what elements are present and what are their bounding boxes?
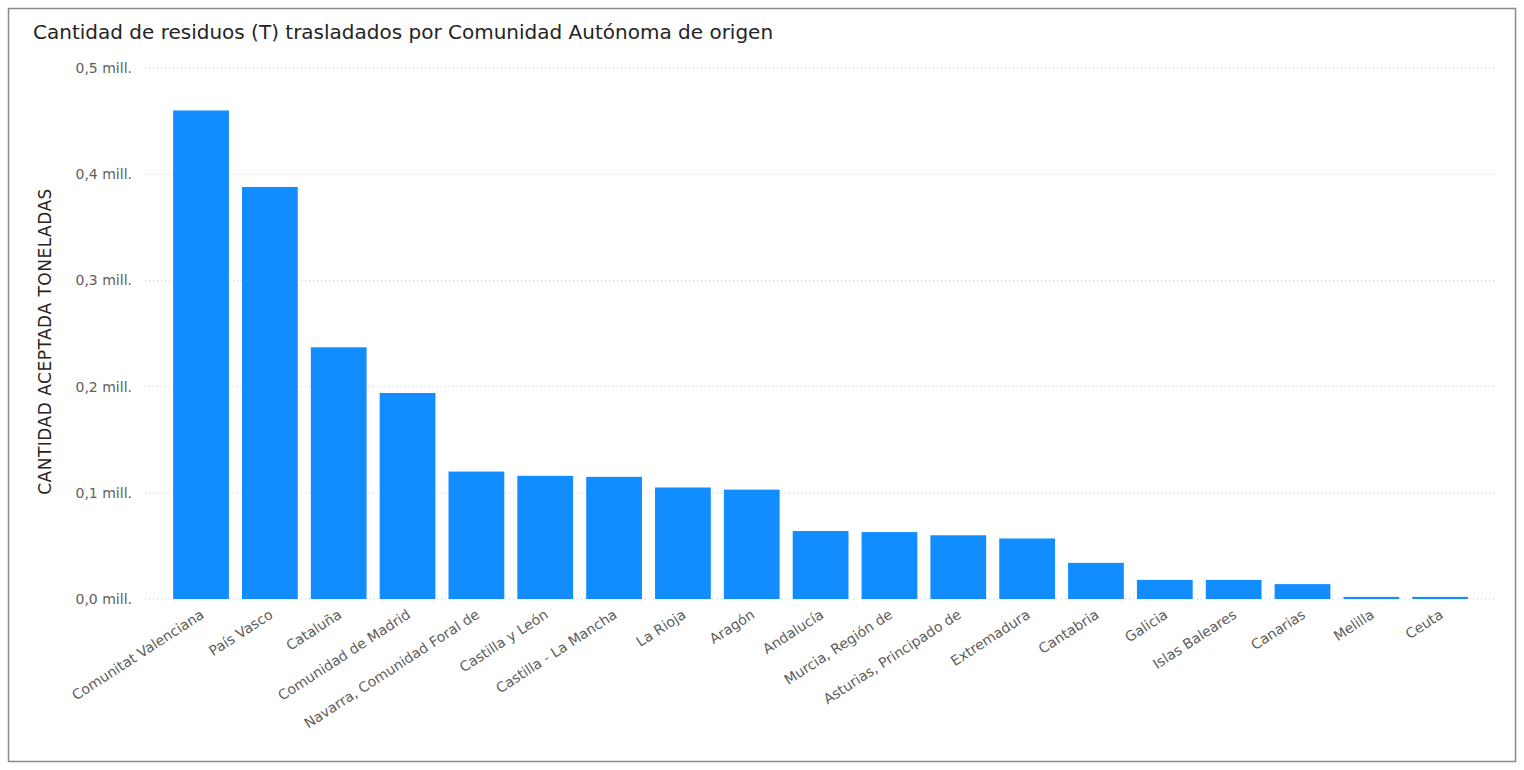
x-tick-label: Comunitat Valenciana [69,606,207,703]
x-tick-label: La Rioja [633,606,688,650]
x-tick-label: Andalucía [760,606,826,657]
x-tick-label: Melilla [1331,606,1377,644]
y-axis-title: CANTIDAD ACEPTADA TONELADAS [35,188,55,495]
x-tick-label: Navarra, Comunidad Foral de [301,606,482,731]
bar[interactable] [1137,580,1193,599]
bar[interactable] [449,472,505,599]
bar[interactable] [1343,597,1399,599]
bar[interactable] [724,490,780,599]
x-tick-label: Canarias [1248,606,1308,653]
x-tick-label: Extremadura [948,606,1033,669]
x-tick-label: Islas Baleares [1150,606,1239,672]
bar[interactable] [173,110,229,599]
x-tick-label: Ceuta [1402,606,1445,642]
frame [9,9,1516,762]
x-tick-label: Cantabria [1036,606,1102,657]
y-tick-label: 0,0 mill. [76,591,132,607]
bar[interactable] [586,477,642,599]
y-tick-label: 0,5 mill. [76,60,132,76]
x-tick-label: País Vasco [206,606,276,659]
bar[interactable] [655,487,711,599]
x-tick-label: Asturias, Principado de [820,606,964,707]
grid-line [145,174,1495,175]
bar[interactable] [1068,563,1124,599]
x-tick-label: Aragón [707,606,758,647]
bar[interactable] [1275,584,1331,599]
grid-line [145,280,1495,281]
bar[interactable] [930,535,986,599]
bars [173,110,1468,599]
y-tick-label: 0,1 mill. [76,485,132,501]
x-tick-label: Cataluña [283,606,344,654]
bar[interactable] [1412,597,1468,599]
grid-line [145,68,1495,69]
bar[interactable] [793,531,849,599]
bar[interactable] [1206,580,1262,599]
bar[interactable] [380,393,436,599]
bar[interactable] [311,347,367,599]
grid [145,68,1495,599]
y-tick-label: 0,2 mill. [76,379,132,395]
bar[interactable] [862,532,918,599]
bar[interactable] [242,187,298,599]
chart-container: Cantidad de residuos (T) trasladados por… [0,0,1524,770]
x-tick-label: Castilla - La Mancha [493,606,620,696]
x-tick-label: Galicia [1122,606,1170,645]
title: Cantidad de residuos (T) trasladados por… [33,20,773,44]
chart-svg: Cantidad de residuos (T) trasladados por… [0,0,1524,770]
y-tick-label: 0,4 mill. [76,166,132,182]
x-tick-label: Murcia, Región de [781,606,895,688]
bar[interactable] [999,538,1055,599]
bar[interactable] [517,476,573,599]
y-tick-label: 0,3 mill. [76,272,132,288]
